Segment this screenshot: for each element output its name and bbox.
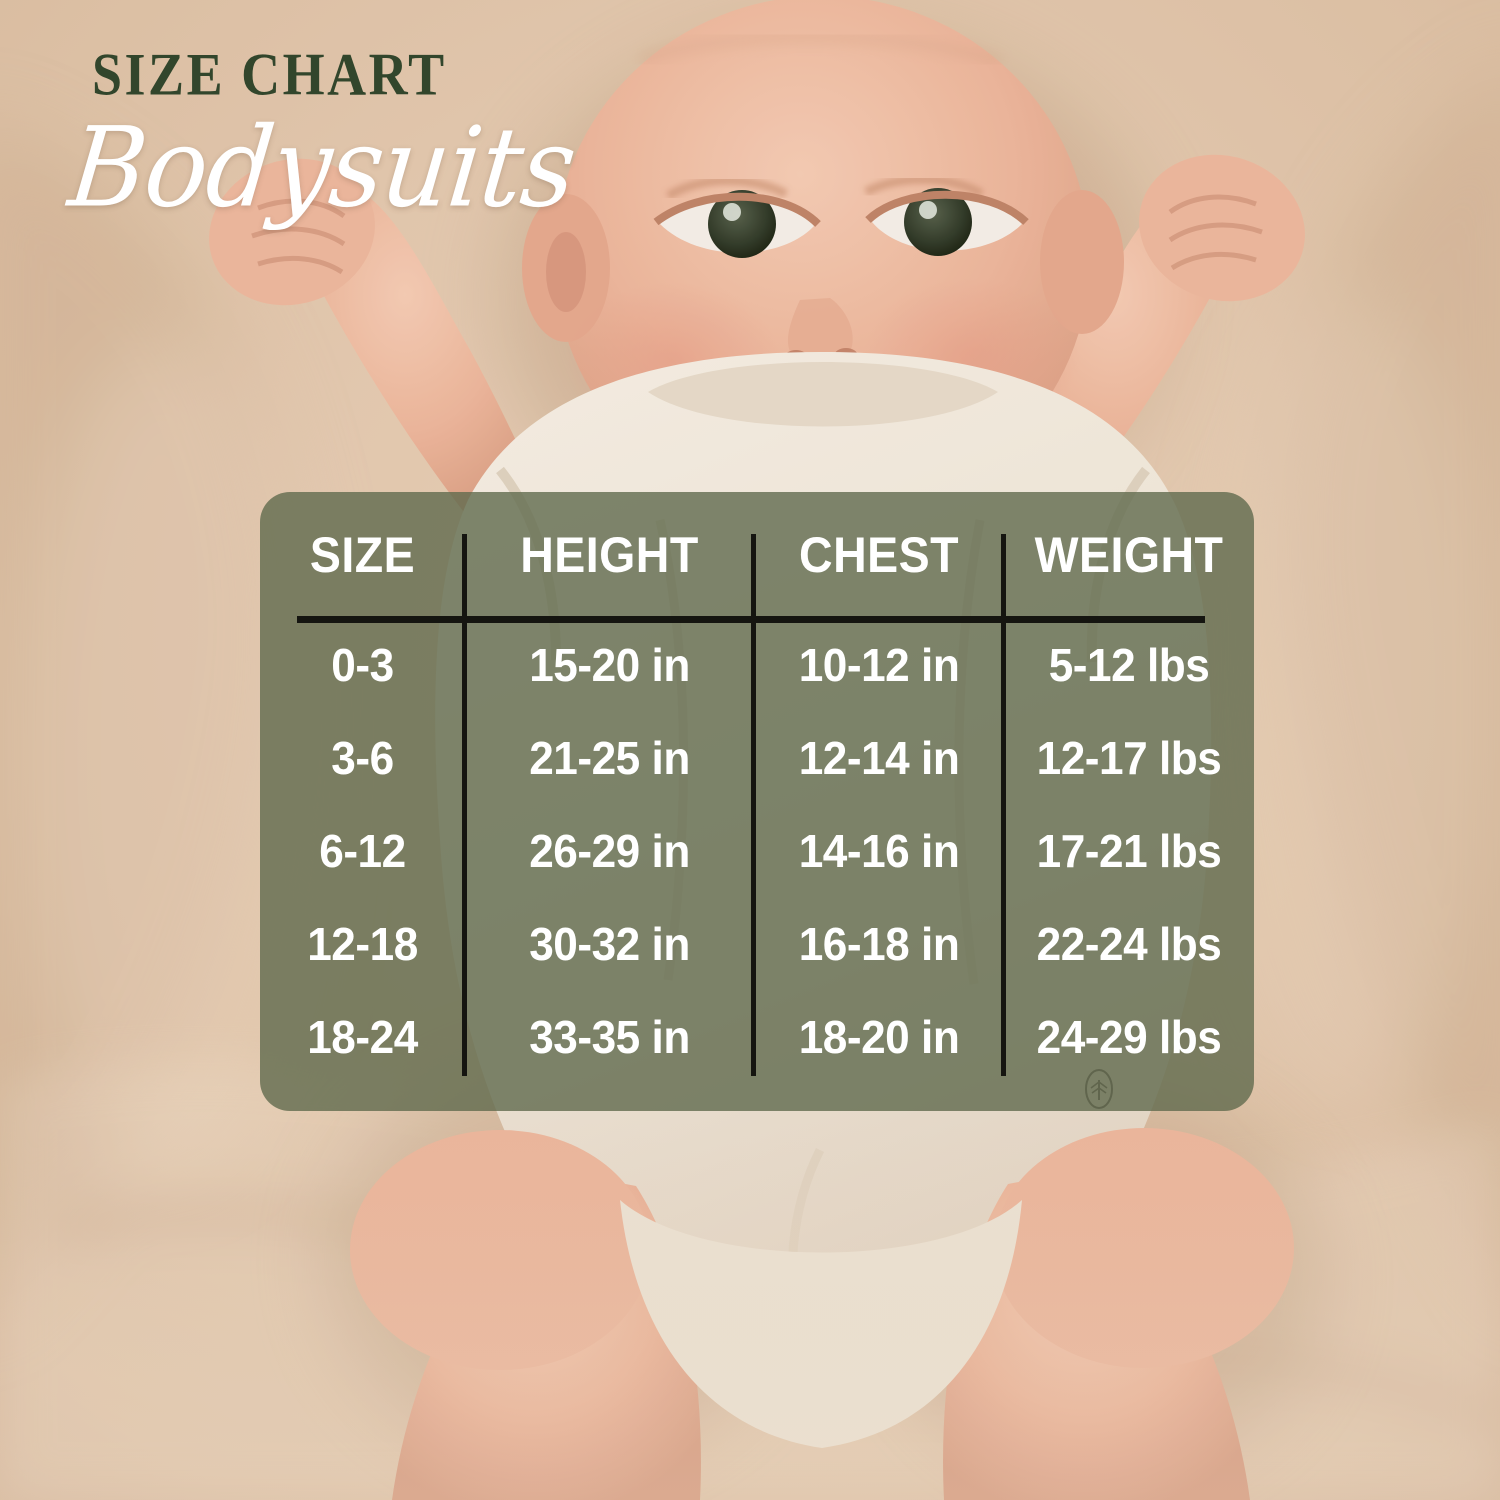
column-header-chest: CHEST	[799, 527, 959, 583]
cell-weight: 24-29 lbs	[1036, 1010, 1222, 1063]
cell-size: 6-12	[319, 824, 406, 877]
table-rule-overlay	[260, 492, 1254, 1111]
cell-chest: 16-18 in	[798, 917, 960, 970]
cell-height: 15-20 in	[529, 638, 690, 691]
cell-chest: 18-20 in	[798, 1010, 960, 1063]
cell-chest: 14-16 in	[798, 824, 960, 877]
cell-height: 26-29 in	[529, 824, 690, 877]
table-row: 12-18 30-32 in 16-18 in 22-24 lbs	[260, 897, 1254, 990]
cell-height: 21-25 in	[529, 731, 690, 784]
table-header-row: SIZE HEIGHT CHEST WEIGHT	[260, 492, 1254, 618]
column-divider-2	[751, 534, 756, 1076]
cell-height: 30-32 in	[529, 917, 690, 970]
cell-size: 18-24	[307, 1010, 418, 1063]
cell-size: 12-18	[307, 917, 418, 970]
cell-size: 3-6	[331, 731, 394, 784]
column-divider-3	[1001, 534, 1006, 1076]
size-chart-panel: SIZE HEIGHT CHEST WEIGHT 0-3 15-20 in 10…	[260, 492, 1254, 1111]
cell-chest: 10-12 in	[798, 638, 960, 691]
table-row: 3-6 21-25 in 12-14 in 12-17 lbs	[260, 711, 1254, 804]
cell-height: 33-35 in	[529, 1010, 690, 1063]
table-row: 18-24 33-35 in 18-20 in 24-29 lbs	[260, 990, 1254, 1083]
table-row: 0-3 15-20 in 10-12 in 5-12 lbs	[260, 618, 1254, 711]
leaf-tag-icon	[1085, 1069, 1113, 1109]
cell-weight: 12-17 lbs	[1036, 731, 1222, 784]
column-header-weight: WEIGHT	[1034, 527, 1224, 583]
column-divider-1	[462, 534, 467, 1076]
column-header-height: HEIGHT	[520, 527, 699, 583]
cell-size: 0-3	[331, 638, 394, 691]
cell-chest: 12-14 in	[798, 731, 960, 784]
header-rule	[297, 616, 1205, 623]
column-header-size: SIZE	[309, 527, 416, 583]
size-chart-table: SIZE HEIGHT CHEST WEIGHT 0-3 15-20 in 10…	[260, 492, 1254, 1083]
cell-weight: 17-21 lbs	[1036, 824, 1222, 877]
cell-weight: 5-12 lbs	[1048, 638, 1210, 691]
cell-weight: 22-24 lbs	[1036, 917, 1222, 970]
table-row: 6-12 26-29 in 14-16 in 17-21 lbs	[260, 804, 1254, 897]
